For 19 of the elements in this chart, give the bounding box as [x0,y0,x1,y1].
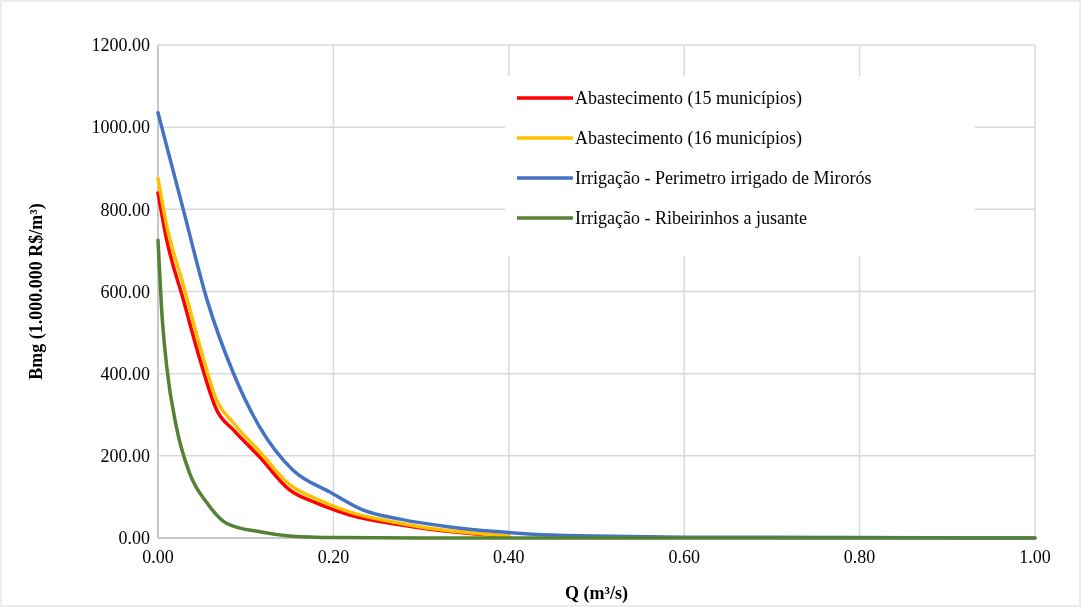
y-tick-label: 800.00 [100,199,150,220]
legend-label: Irrigação - Ribeirinhos a jusante [575,208,807,229]
x-axis-title: Q (m³/s) [565,583,628,604]
x-tick-label: 0.00 [142,547,174,567]
y-axis-title: Bmg (1.000.000 R$/m³) [26,203,47,380]
legend-label: Irrigação - Perimetro irrigado de Mirorós [575,168,872,189]
y-tick-label: 0.00 [118,528,150,549]
y-tick-label: 200.00 [100,446,150,467]
x-tick-label: 0.80 [843,547,876,567]
x-tick-label: 1.00 [1019,547,1051,567]
y-tick-label: 1000.00 [91,117,150,138]
y-tick-label: 400.00 [100,363,150,384]
y-tick-label: 600.00 [100,281,150,302]
legend-label: Abastecimento (15 municípios) [575,88,802,110]
x-tick-label: 0.20 [317,547,350,567]
x-tick-label: 0.60 [668,547,700,567]
legend-label: Abastecimento (16 municípios) [575,128,802,150]
x-tick-label: 0.40 [493,547,525,567]
y-tick-label: 1200.00 [91,35,150,56]
